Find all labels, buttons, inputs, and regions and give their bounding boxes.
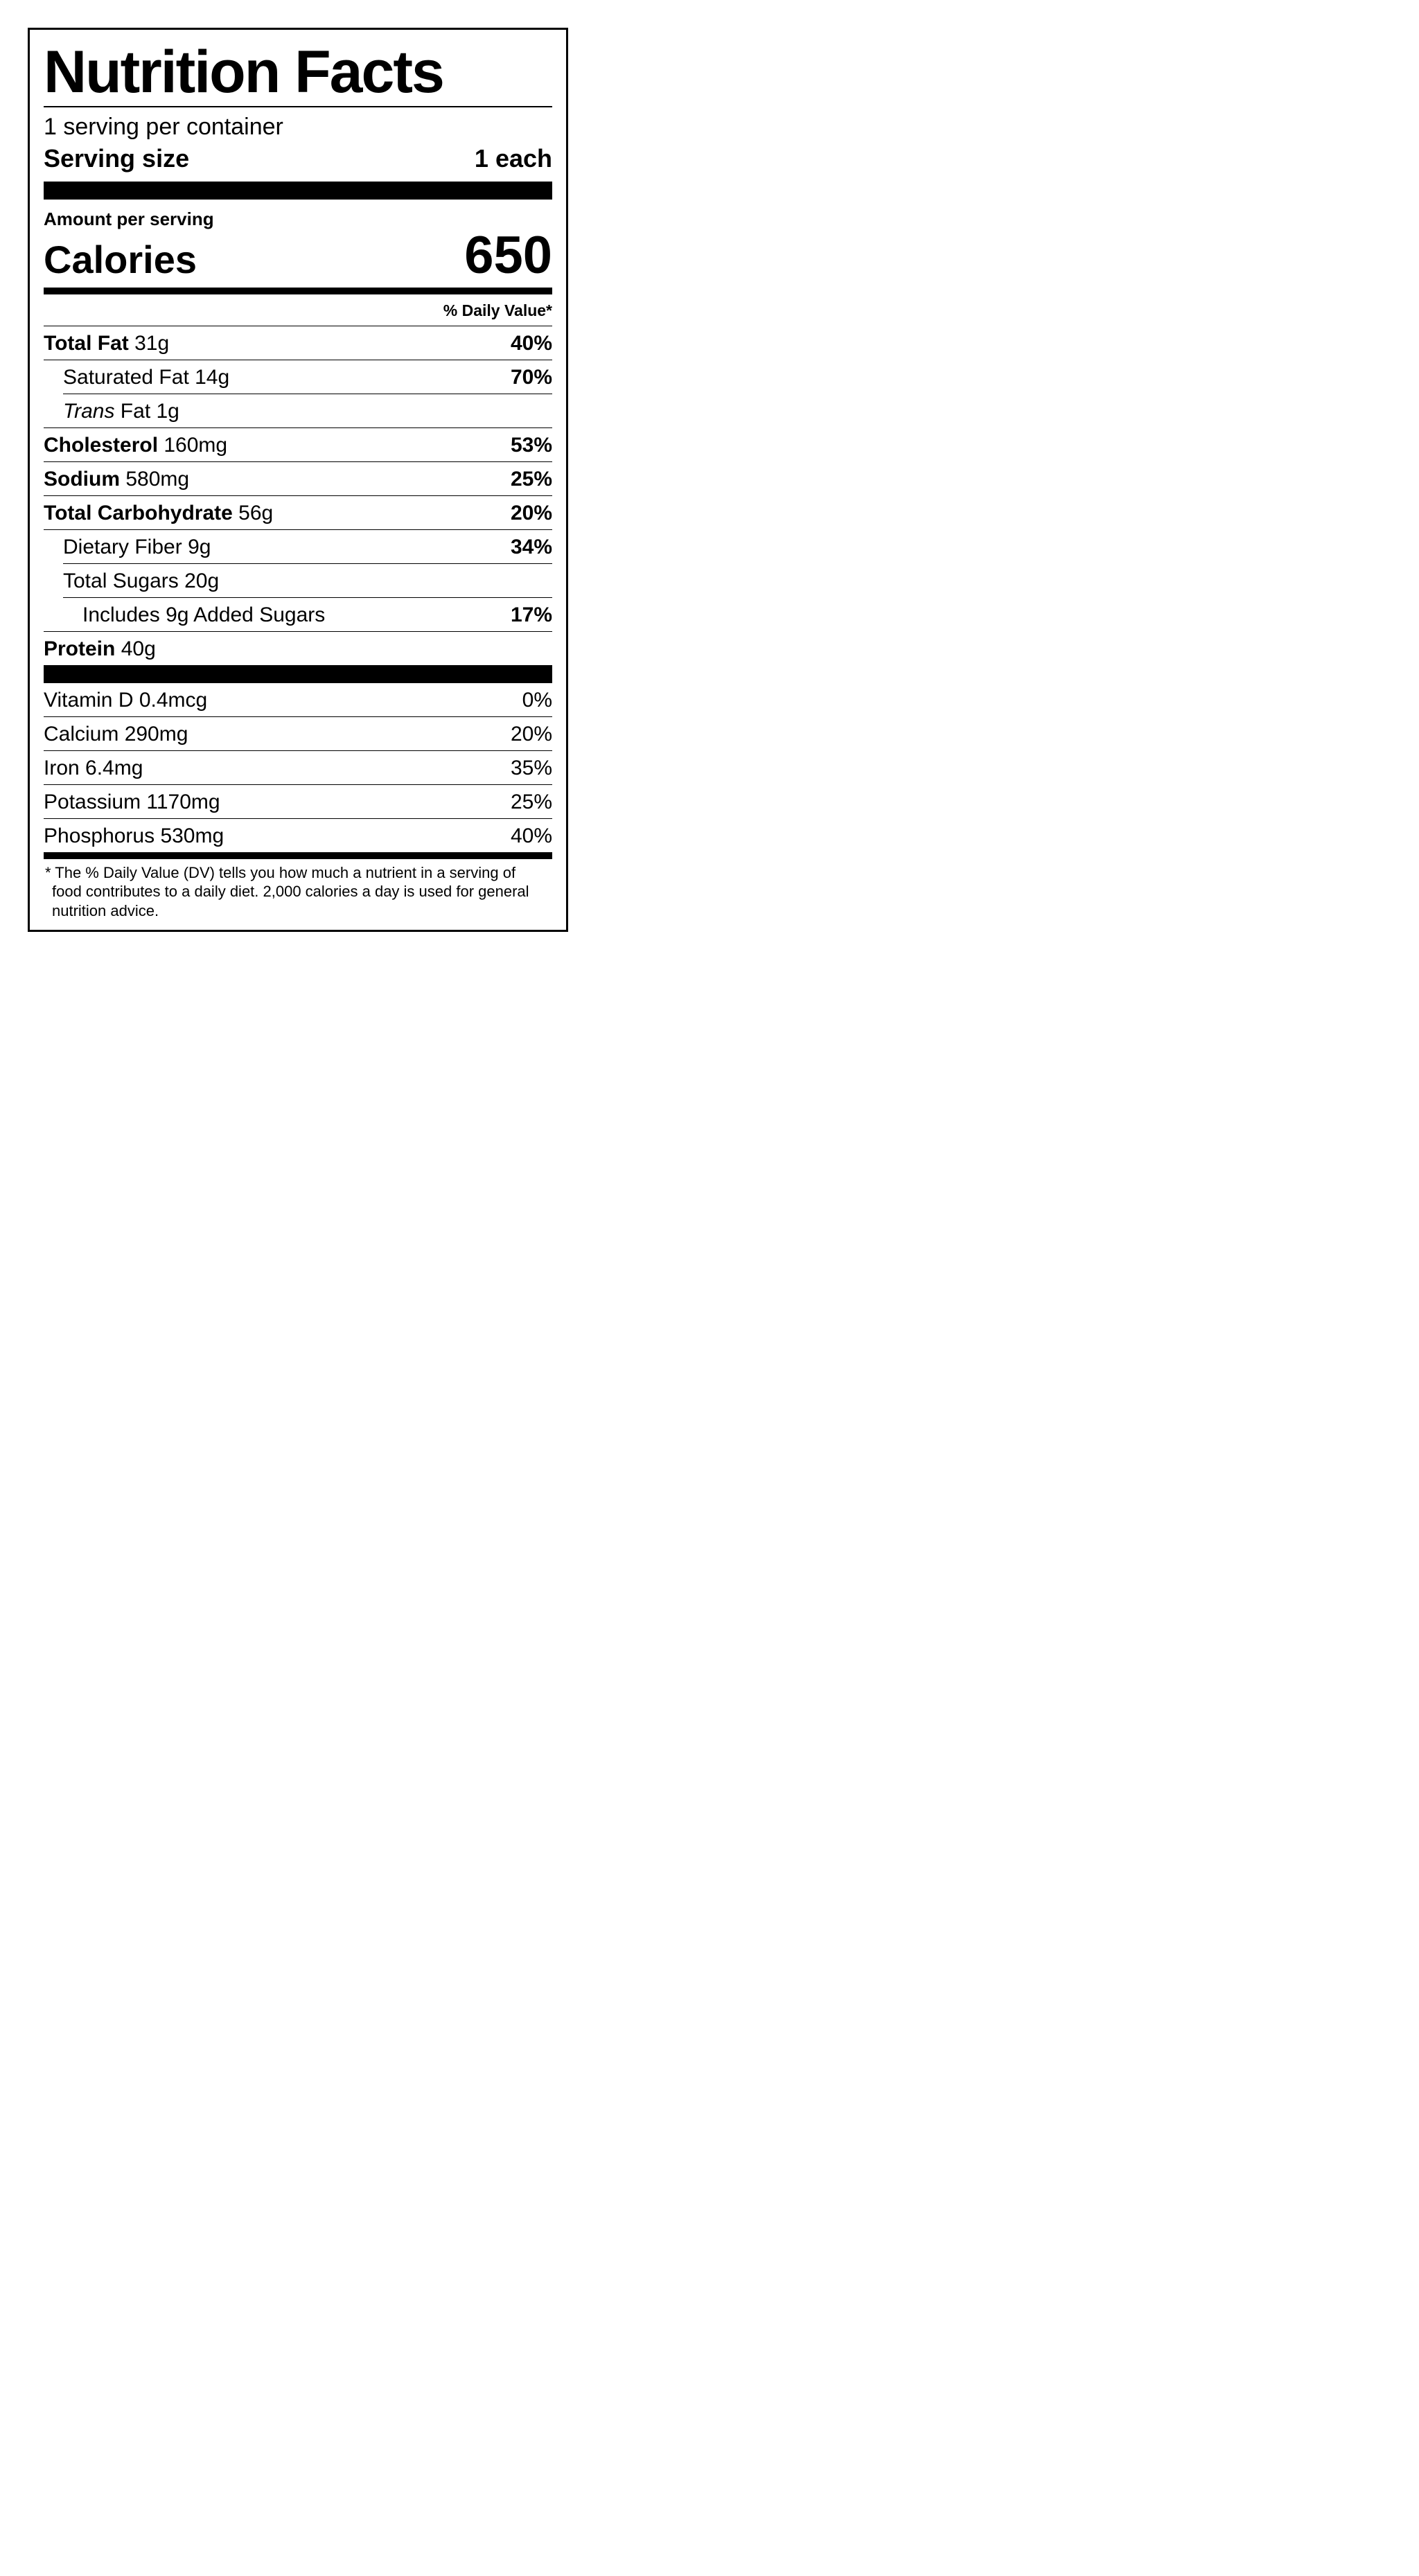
nutrient-name: Total Carbohydrate (44, 502, 233, 524)
thin-divider (44, 852, 552, 859)
vitamin-label: Potassium 1170mg (44, 791, 220, 814)
serving-size-value: 1 each (475, 143, 552, 173)
nutrient-label: Sodium 580mg (44, 468, 189, 491)
nutrient-row-total-fat: Total Fat 31g 40% (44, 326, 552, 360)
nutrient-name: Includes 9g Added Sugars (82, 603, 325, 626)
nutrient-label: Protein 40g (44, 637, 156, 661)
vitamin-dv: 40% (511, 824, 552, 848)
vitamin-label: Calcium 290mg (44, 723, 188, 746)
thick-divider (44, 182, 552, 200)
nutrient-amount: 160mg (164, 434, 227, 457)
vitamin-label: Vitamin D 0.4mcg (44, 689, 207, 712)
nutrient-row-saturated-fat: Saturated Fat 14g 70% (63, 360, 552, 394)
servings-per-container: 1 serving per container (44, 107, 552, 143)
calories-label: Calories (44, 240, 197, 279)
nutrient-label: Saturated Fat 14g (63, 366, 229, 389)
daily-value-header: % Daily Value* (44, 294, 552, 326)
nutrient-name: Dietary Fiber (63, 536, 182, 558)
nutrient-row-trans-fat: Trans Fat 1g (44, 394, 552, 428)
daily-value-footnote: * The % Daily Value (DV) tells you how m… (44, 859, 552, 922)
nutrient-label: Trans Fat 1g (44, 400, 179, 423)
vitamin-dv: 35% (511, 757, 552, 780)
nutrient-label: Dietary Fiber 9g (63, 536, 211, 559)
vitamin-row: Phosphorus 530mg 40% (44, 819, 552, 852)
nutrient-row-sodium: Sodium 580mg 25% (44, 462, 552, 496)
vitamin-dv: 20% (511, 723, 552, 746)
nutrient-dv: 17% (511, 603, 552, 627)
nutrient-name: Sodium (44, 468, 120, 491)
nutrient-name: Cholesterol (44, 434, 158, 457)
calories-value: 650 (464, 229, 552, 282)
nutrient-amount: 20g (184, 570, 219, 592)
nutrient-row-fiber: Dietary Fiber 9g 34% (63, 530, 552, 564)
nutrient-label: Includes 9g Added Sugars (44, 603, 325, 627)
nutrient-amount: 1g (157, 400, 179, 423)
nutrient-amount: 31g (134, 332, 169, 355)
nutrient-row-added-sugars: Includes 9g Added Sugars 17% (44, 598, 552, 632)
nutrient-row-cholesterol: Cholesterol 160mg 53% (44, 428, 552, 462)
calories-row: Calories 650 (44, 229, 552, 294)
nutrient-label: Total Sugars 20g (63, 570, 219, 593)
nutrient-dv: 40% (511, 332, 552, 355)
nutrient-name-prefix: Trans (63, 400, 114, 423)
serving-size-row: Serving size 1 each (44, 143, 552, 182)
nutrient-row-protein: Protein 40g (44, 632, 552, 665)
vitamin-row: Vitamin D 0.4mcg 0% (44, 683, 552, 717)
nutrient-dv: 25% (511, 468, 552, 491)
nutrient-label: Total Fat 31g (44, 332, 169, 355)
nutrient-dv: 70% (511, 366, 552, 389)
vitamin-label: Phosphorus 530mg (44, 824, 224, 848)
nutrient-name: Saturated Fat (63, 366, 189, 389)
nutrient-name: Protein (44, 637, 115, 660)
nutrient-dv: 20% (511, 502, 552, 525)
nutrient-label: Total Carbohydrate 56g (44, 502, 273, 525)
nutrient-name: Total Fat (44, 332, 129, 355)
nutrient-amount: 56g (238, 502, 273, 524)
nutrition-facts-label: Nutrition Facts 1 serving per container … (28, 28, 568, 932)
nutrient-amount: 40g (121, 637, 156, 660)
nutrient-row-total-carb: Total Carbohydrate 56g 20% (44, 496, 552, 530)
label-title: Nutrition Facts (44, 42, 552, 107)
amount-per-serving-label: Amount per serving (44, 200, 552, 229)
vitamin-row: Potassium 1170mg 25% (44, 785, 552, 819)
serving-size-label: Serving size (44, 143, 189, 173)
nutrient-row-total-sugars: Total Sugars 20g (63, 564, 552, 598)
nutrient-amount: 9g (188, 536, 211, 558)
nutrient-label: Cholesterol 160mg (44, 434, 227, 457)
vitamin-dv: 25% (511, 791, 552, 814)
nutrient-amount: 580mg (125, 468, 189, 491)
nutrient-dv: 53% (511, 434, 552, 457)
nutrient-name: Total Sugars (63, 570, 179, 592)
nutrient-dv: 34% (511, 536, 552, 559)
vitamin-row: Iron 6.4mg 35% (44, 751, 552, 785)
nutrient-name-suffix: Fat (114, 400, 150, 423)
thick-divider (44, 665, 552, 683)
vitamin-row: Calcium 290mg 20% (44, 717, 552, 751)
vitamin-dv: 0% (522, 689, 552, 712)
vitamin-label: Iron 6.4mg (44, 757, 143, 780)
nutrient-amount: 14g (195, 366, 229, 389)
